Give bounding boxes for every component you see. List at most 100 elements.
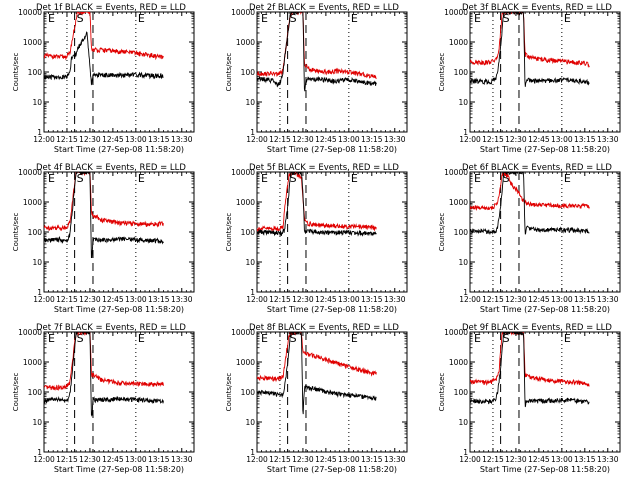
panel-det-4: Det 4f BLACK = Events, RED = LLD 1 10 100 10… (12, 163, 195, 314)
y-tick-label: 100 (28, 228, 43, 237)
panel-title: Det 4f BLACK = Events, RED = LLD (36, 163, 186, 173)
x-tick-label: 12:15 (56, 455, 78, 464)
x-tick-label: 12:15 (269, 455, 291, 464)
x-axis-label: Start Time (27-Sep-08 11:58:20) (480, 465, 610, 474)
y-tick-label: 10 (458, 98, 468, 107)
annotation-e: E (351, 332, 358, 345)
x-tick-label: 12:45 (102, 455, 124, 464)
x-tick-label: 12:30 (79, 455, 101, 464)
annotation-s: S (77, 172, 84, 185)
x-tick-label: 12:00 (246, 295, 268, 304)
x-tick-label: 12:15 (269, 295, 291, 304)
annotation-s: S (290, 12, 297, 25)
x-tick-label: 13:00 (338, 295, 360, 304)
annotation-s: S (503, 332, 510, 345)
annotation-e: E (261, 332, 268, 345)
y-tick-label: 1 (37, 288, 42, 297)
x-axis: 12:00 12:15 12:30 12:45 13:00 13:15 13:30 (459, 172, 619, 304)
panel-det-7: Det 7f BLACK = Events, RED = LLD 1 10 100 10… (12, 323, 195, 474)
x-axis: 12:00 12:15 12:30 12:45 13:00 13:15 13:30 (246, 172, 406, 304)
y-axis-label: Counts/sec (12, 213, 20, 252)
panel-title: Det 3f BLACK = Events, RED = LLD (462, 3, 612, 13)
y-tick-label: 1 (463, 288, 468, 297)
x-tick-label: 13:30 (597, 295, 619, 304)
x-tick-label: 12:15 (56, 295, 78, 304)
x-tick-label: 13:00 (551, 455, 573, 464)
y-tick-label: 10000 (444, 8, 468, 17)
y-axis-label: Counts/sec (438, 373, 446, 412)
x-tick-label: 12:45 (315, 455, 337, 464)
y-tick-label: 1 (37, 448, 42, 457)
x-tick-label: 13:30 (597, 455, 619, 464)
annotation-e: E (474, 332, 481, 345)
y-tick-label: 1000 (449, 38, 468, 47)
y-axis: 1 10 100 1000 10000 (231, 8, 407, 137)
annotation-e: E (48, 172, 55, 185)
y-tick-label: 10 (245, 418, 255, 427)
annotation-e: E (138, 332, 145, 345)
y-tick-label: 10000 (18, 328, 42, 337)
panel-title: Det 8f BLACK = Events, RED = LLD (249, 323, 399, 333)
x-axis-label: Start Time (27-Sep-08 11:58:20) (480, 305, 610, 314)
events-series-line (44, 31, 164, 86)
x-axis: 12:00 12:15 12:30 12:45 13:00 13:15 13:30 (246, 332, 406, 464)
x-tick-label: 12:00 (459, 135, 481, 144)
annotation-e: E (564, 172, 571, 185)
x-tick-label: 13:30 (171, 135, 193, 144)
x-tick-label: 13:30 (171, 295, 193, 304)
x-tick-label: 12:45 (528, 455, 550, 464)
panel-title: Det 7f BLACK = Events, RED = LLD (36, 323, 186, 333)
y-axis-label: Counts/sec (225, 373, 233, 412)
annotation-s: S (290, 172, 297, 185)
annotation-s: S (503, 172, 510, 185)
y-tick-label: 1000 (449, 358, 468, 367)
panel-title: Det 9f BLACK = Events, RED = LLD (462, 323, 612, 333)
annotation-e: E (351, 12, 358, 25)
events-series-line (470, 12, 590, 87)
y-tick-label: 1 (463, 448, 468, 457)
panel-det-9: Det 9f BLACK = Events, RED = LLD 1 10 100 10… (438, 323, 621, 474)
y-tick-label: 1 (250, 128, 255, 137)
y-tick-label: 10 (245, 258, 255, 267)
x-tick-label: 13:15 (148, 135, 170, 144)
y-tick-label: 100 (454, 388, 469, 397)
x-tick-label: 13:15 (361, 295, 383, 304)
events-series-line (257, 172, 377, 237)
y-tick-label: 1000 (23, 198, 42, 207)
x-tick-label: 12:30 (292, 455, 314, 464)
x-tick-label: 12:30 (292, 135, 314, 144)
x-axis-label: Start Time (27-Sep-08 11:58:20) (267, 465, 397, 474)
events-series-line (44, 172, 164, 258)
x-tick-label: 12:00 (246, 135, 268, 144)
x-tick-label: 12:45 (315, 295, 337, 304)
x-tick-label: 12:00 (33, 455, 55, 464)
y-tick-label: 10000 (444, 328, 468, 337)
event-markers (492, 12, 563, 132)
x-axis: 12:00 12:15 12:30 12:45 13:00 13:15 13:30 (459, 332, 619, 464)
panel-det-1: Det 1f BLACK = Events, RED = LLD 1 10 100 10… (12, 3, 195, 154)
x-axis-label: Start Time (27-Sep-08 11:58:20) (54, 145, 184, 154)
lld-series-line (44, 172, 164, 232)
lld-series-line (470, 172, 590, 211)
y-tick-label: 100 (241, 68, 256, 77)
x-tick-label: 13:00 (125, 455, 147, 464)
x-tick-label: 12:00 (33, 135, 55, 144)
annotation-s: S (77, 332, 84, 345)
event-markers (66, 12, 137, 132)
x-tick-label: 12:30 (79, 295, 101, 304)
x-tick-label: 12:15 (56, 135, 78, 144)
lld-series-line (44, 332, 164, 391)
x-axis-label: Start Time (27-Sep-08 11:58:20) (267, 145, 397, 154)
x-axis: 12:00 12:15 12:30 12:45 13:00 13:15 13:30 (33, 12, 193, 144)
x-tick-label: 13:15 (574, 135, 596, 144)
x-axis-label: Start Time (27-Sep-08 11:58:20) (480, 145, 610, 154)
x-tick-label: 13:15 (148, 455, 170, 464)
panel-title: Det 5f BLACK = Events, RED = LLD (249, 163, 399, 173)
x-axis: 12:00 12:15 12:30 12:45 13:00 13:15 13:30 (33, 332, 193, 464)
x-tick-label: 12:00 (459, 295, 481, 304)
y-tick-label: 1000 (236, 198, 255, 207)
x-tick-label: 13:30 (384, 295, 406, 304)
panel-title: Det 2f BLACK = Events, RED = LLD (249, 3, 399, 13)
annotation-s: S (290, 332, 297, 345)
annotation-e: E (138, 12, 145, 25)
